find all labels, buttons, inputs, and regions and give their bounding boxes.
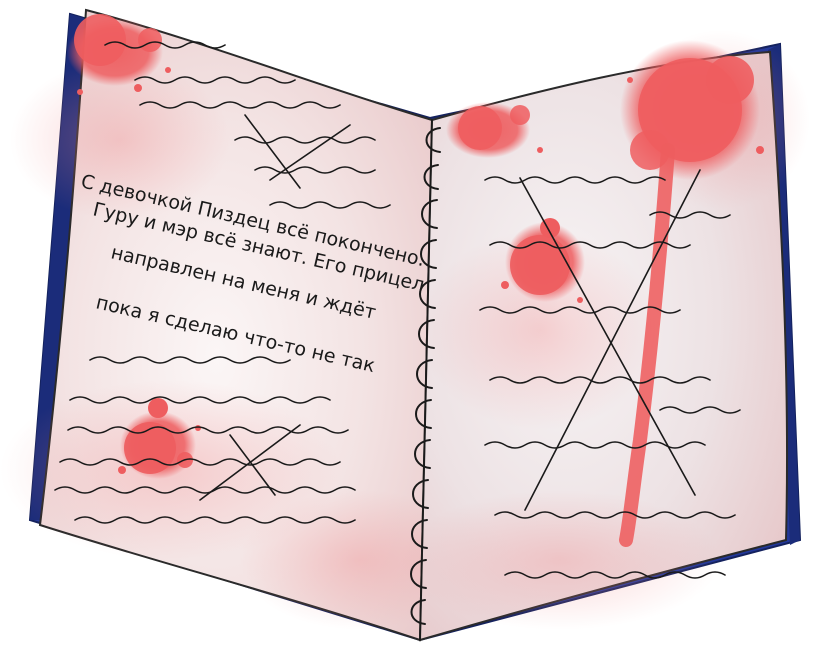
right-page-scribbles bbox=[479, 176, 741, 579]
x-mark-icon bbox=[519, 169, 701, 511]
blood-splatter-icon bbox=[67, 14, 764, 547]
left-page-scribbles bbox=[54, 41, 391, 524]
left-page bbox=[0, 8, 480, 642]
x-mark-icon bbox=[199, 114, 351, 501]
spiral-binding-ring-icon bbox=[410, 119, 441, 641]
right-page bbox=[400, 30, 810, 642]
